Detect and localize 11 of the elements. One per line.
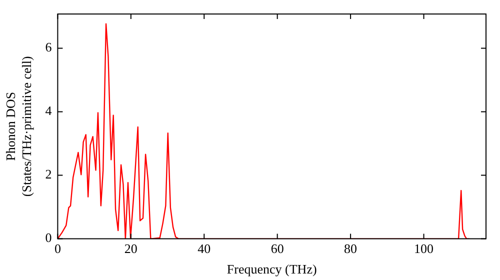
x-tick-label: 20 (124, 241, 138, 256)
x-tick-label: 80 (344, 241, 358, 256)
x-tick-label: 40 (198, 241, 211, 256)
y-tick-label: 2 (45, 166, 52, 182)
y-tick-label: 6 (45, 40, 52, 55)
x-tick-label: 60 (270, 241, 284, 256)
x-tick-label: 100 (414, 241, 434, 256)
x-axis-title: Frequency (THz) (226, 262, 317, 277)
y-tick-label: 4 (45, 103, 52, 118)
y-tick-label: 0 (45, 230, 52, 246)
y-axis-title: Phonon DOS (States/THz·primitive cell) (3, 56, 34, 197)
